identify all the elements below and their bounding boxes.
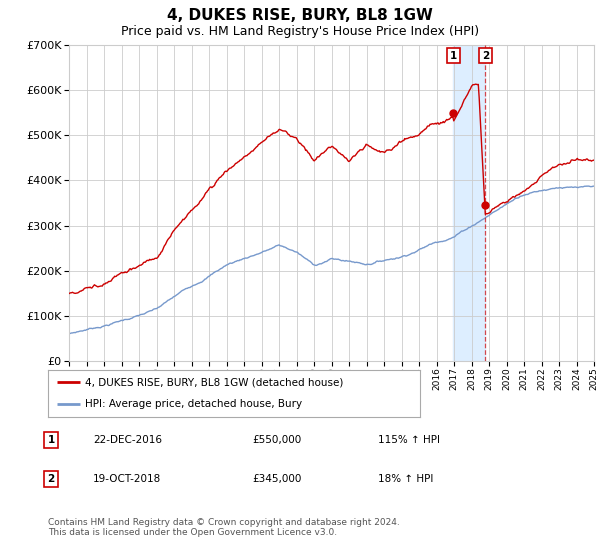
Text: £550,000: £550,000 [252,435,301,445]
Text: Contains HM Land Registry data © Crown copyright and database right 2024.
This d: Contains HM Land Registry data © Crown c… [48,518,400,538]
Text: 115% ↑ HPI: 115% ↑ HPI [378,435,440,445]
Text: 1: 1 [450,51,457,61]
Text: 22-DEC-2016: 22-DEC-2016 [93,435,162,445]
Text: Price paid vs. HM Land Registry's House Price Index (HPI): Price paid vs. HM Land Registry's House … [121,25,479,38]
Text: 2: 2 [47,474,55,484]
Text: 18% ↑ HPI: 18% ↑ HPI [378,474,433,484]
Text: £345,000: £345,000 [252,474,301,484]
Text: 2: 2 [482,51,489,61]
Text: HPI: Average price, detached house, Bury: HPI: Average price, detached house, Bury [85,399,302,409]
Text: 19-OCT-2018: 19-OCT-2018 [93,474,161,484]
Text: 1: 1 [47,435,55,445]
Bar [454,45,485,361]
Text: 4, DUKES RISE, BURY, BL8 1GW (detached house): 4, DUKES RISE, BURY, BL8 1GW (detached h… [85,377,344,388]
Text: 4, DUKES RISE, BURY, BL8 1GW: 4, DUKES RISE, BURY, BL8 1GW [167,8,433,24]
